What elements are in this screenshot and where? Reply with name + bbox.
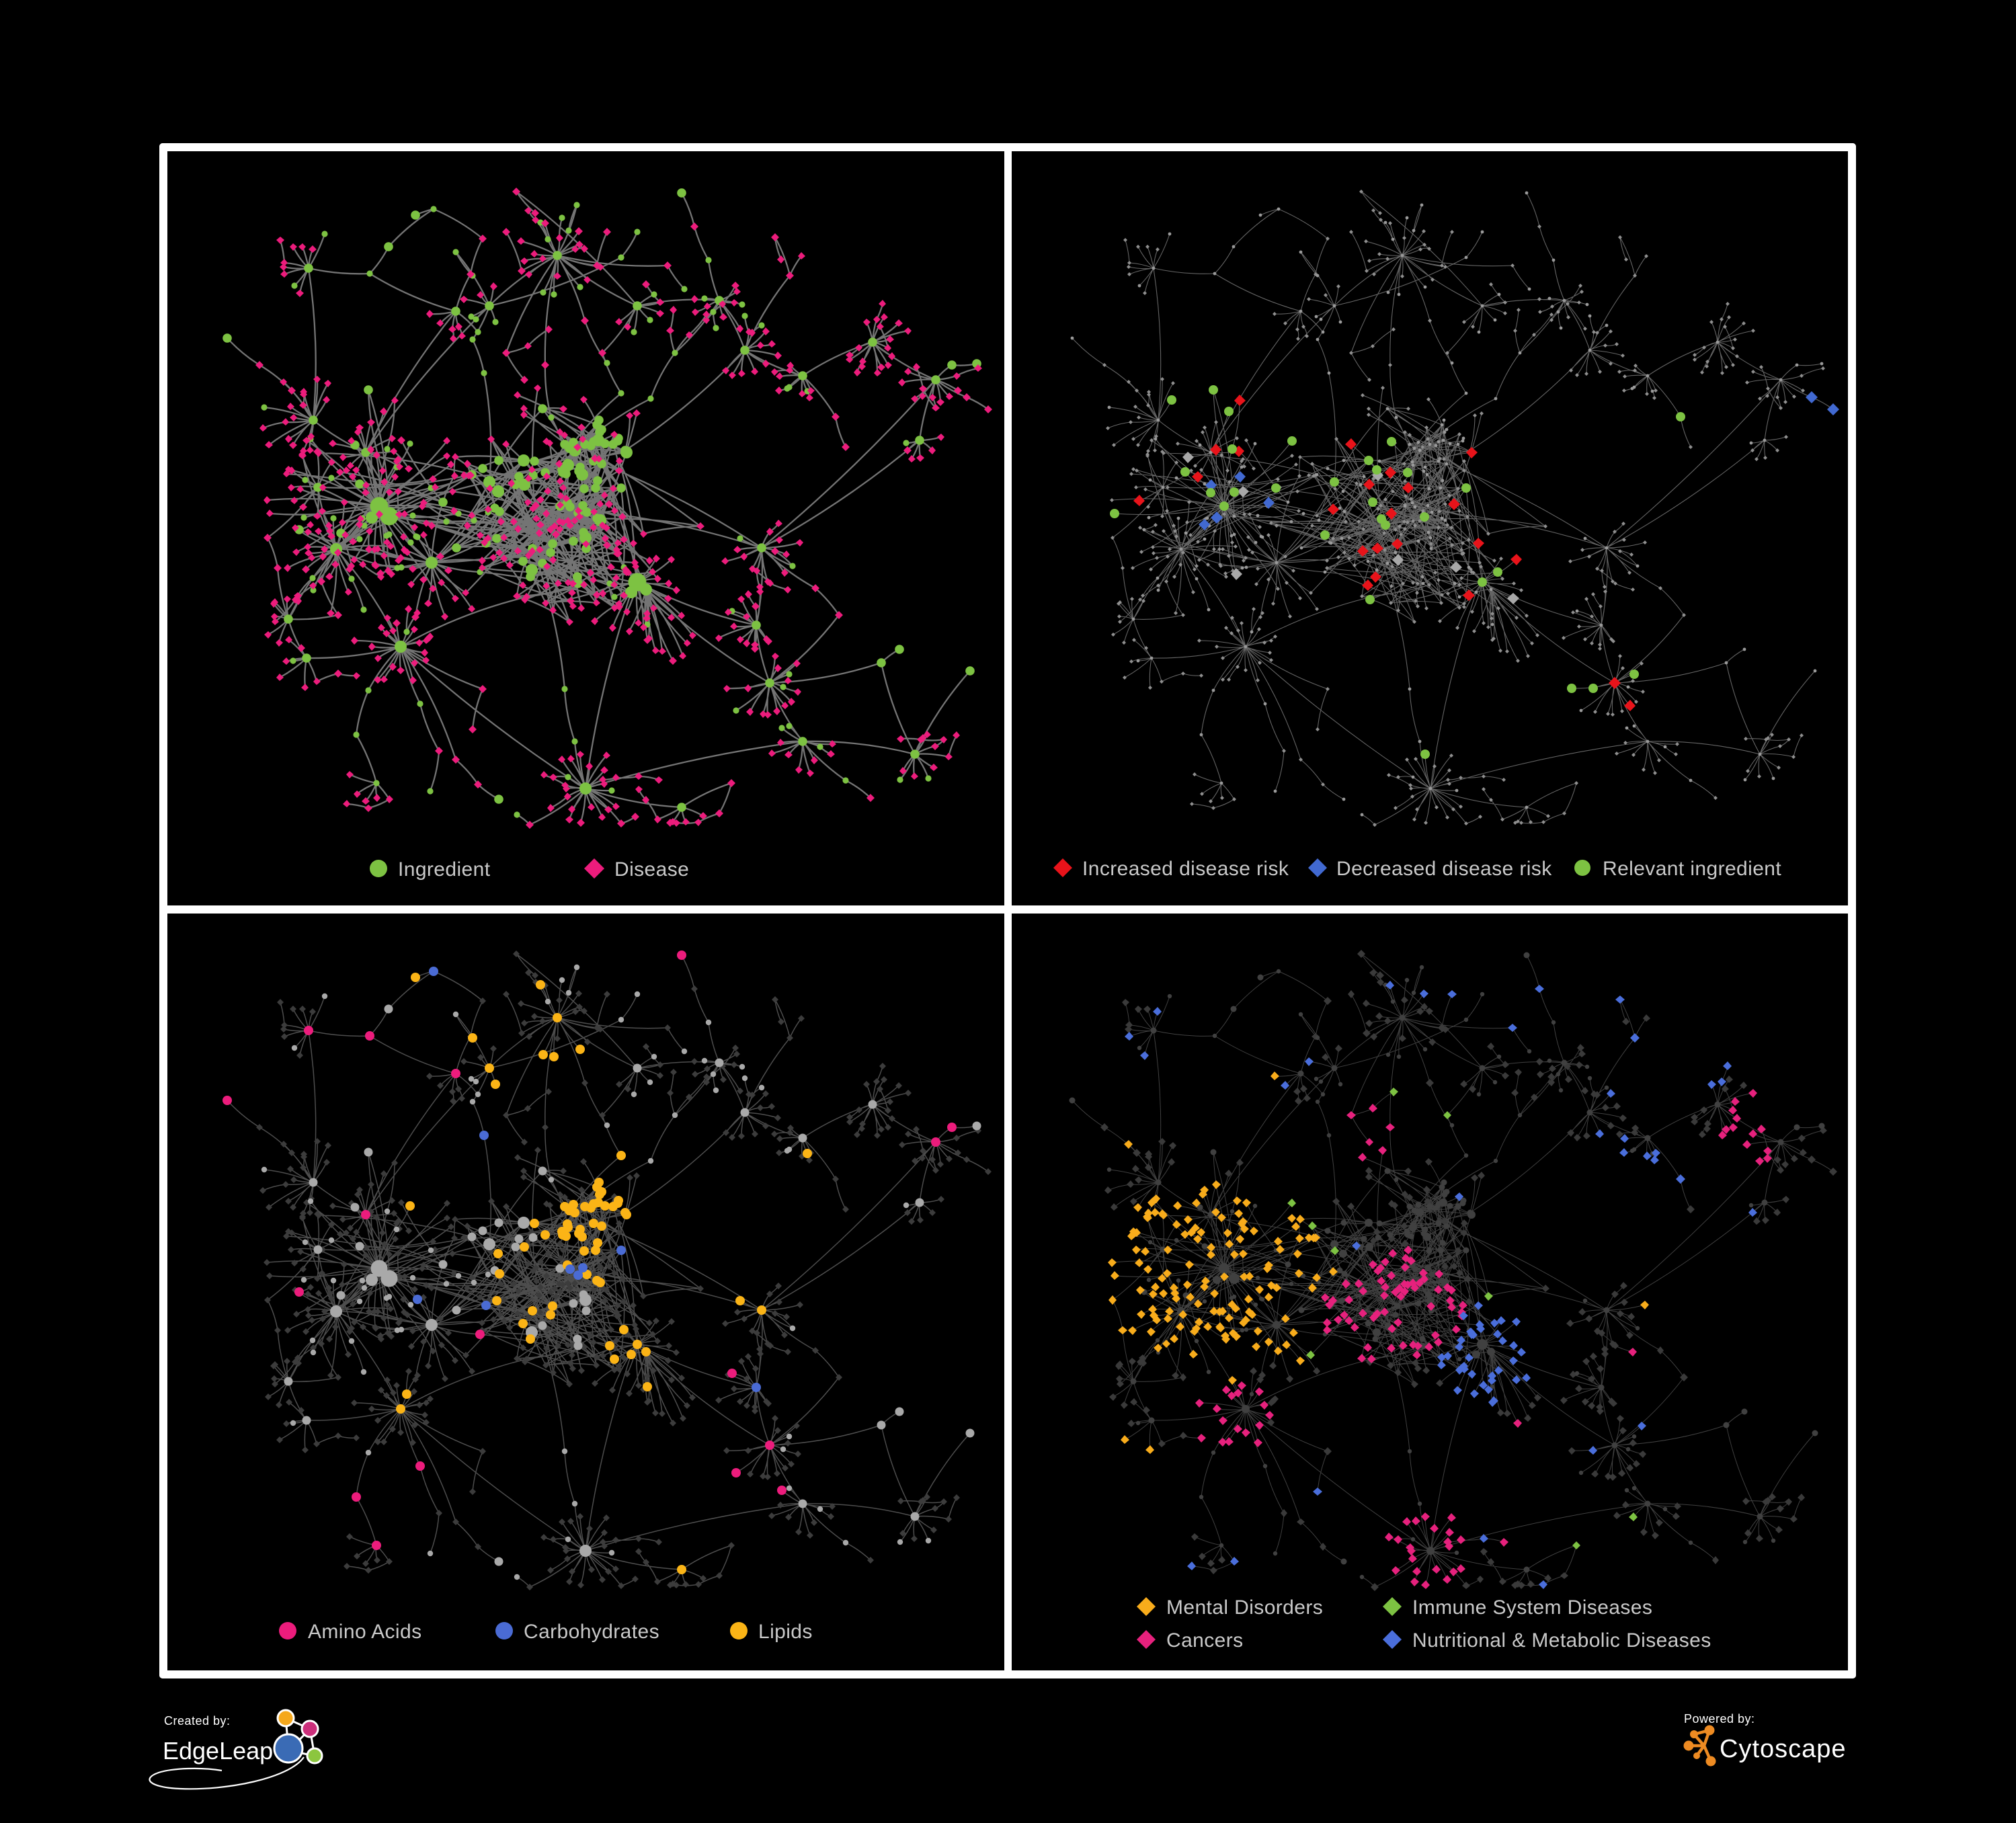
svg-text:EdgeLeap: EdgeLeap bbox=[163, 1737, 273, 1765]
svg-text:Powered by:: Powered by: bbox=[1684, 1712, 1755, 1726]
svg-text:Nutritional & Metabolic Diseas: Nutritional & Metabolic Diseases bbox=[1412, 1629, 1711, 1652]
svg-text:Ingredient: Ingredient bbox=[398, 858, 491, 881]
svg-text:Increased disease risk: Increased disease risk bbox=[1082, 858, 1289, 880]
svg-text:Immune System Diseases: Immune System Diseases bbox=[1412, 1596, 1652, 1619]
svg-text:Carbohydrates: Carbohydrates bbox=[524, 1621, 659, 1643]
svg-text:Cancers: Cancers bbox=[1166, 1629, 1244, 1652]
svg-text:Decreased disease risk: Decreased disease risk bbox=[1336, 858, 1552, 880]
svg-text:Cytoscape: Cytoscape bbox=[1720, 1735, 1847, 1763]
svg-text:Relevant ingredient: Relevant ingredient bbox=[1603, 858, 1781, 880]
svg-text:Amino Acids: Amino Acids bbox=[308, 1621, 421, 1643]
svg-text:Lipids: Lipids bbox=[758, 1621, 813, 1643]
svg-text:Created by:: Created by: bbox=[164, 1714, 231, 1728]
svg-text:Disease: Disease bbox=[614, 858, 689, 881]
svg-text:Mental Disorders: Mental Disorders bbox=[1166, 1596, 1323, 1619]
